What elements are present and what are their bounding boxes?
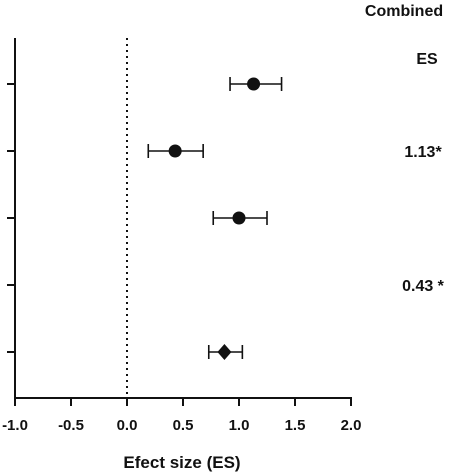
data-marks <box>147 77 283 360</box>
x-tick-label: 2.0 <box>341 417 362 434</box>
es-header: ES <box>416 51 438 68</box>
effect-point <box>247 77 261 91</box>
x-ticks: -1.0 -0.5 0.0 0.5 1.0 1.5 2.0 <box>2 398 361 434</box>
x-tick-label: 0.0 <box>117 417 138 434</box>
x-tick-label: 1.0 <box>229 417 250 434</box>
combined-es-value: 1.13* <box>404 144 442 161</box>
axes <box>7 38 352 399</box>
x-tick-label: -1.0 <box>2 417 28 434</box>
x-axis-label: Efect size (ES) <box>123 453 240 472</box>
effect-point <box>232 211 246 225</box>
x-tick-label: 0.5 <box>173 417 194 434</box>
combined-header: Combined <box>365 3 443 20</box>
combined-es-value: 0.43 * <box>402 278 445 295</box>
x-tick-label: -0.5 <box>58 417 84 434</box>
x-tick-label: 1.5 <box>285 417 306 434</box>
effect-diamond <box>217 344 232 360</box>
right-annotations: Combined ES 1.13* 0.43 * <box>365 3 445 295</box>
effect-point <box>168 144 182 158</box>
